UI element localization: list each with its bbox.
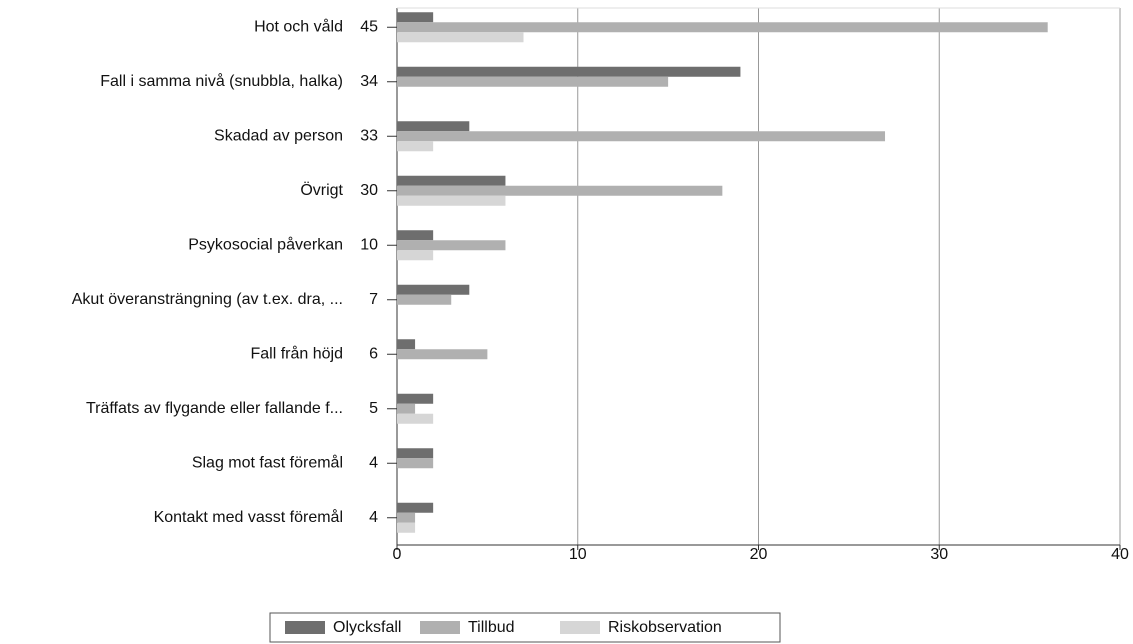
total-label: 7 [369, 291, 378, 308]
total-label: 30 [360, 182, 378, 199]
x-tick-label: 20 [750, 546, 768, 563]
legend-swatch [420, 621, 460, 634]
total-label: 45 [360, 18, 378, 35]
legend-label: Olycksfall [333, 619, 401, 636]
x-tick-label: 40 [1111, 546, 1129, 563]
bar [397, 512, 416, 523]
total-label: 4 [369, 509, 378, 526]
x-tick-label: 0 [393, 546, 402, 563]
x-tick-label: 10 [569, 546, 587, 563]
category-label: Kontakt med vasst föremål [154, 508, 343, 526]
total-label: 4 [369, 454, 378, 471]
legend-swatch [560, 621, 600, 634]
category-label: Träffats av flygande eller fallande f... [86, 400, 343, 417]
bar [397, 448, 434, 459]
legend-label: Riskobservation [608, 619, 722, 636]
legend-label: Tillbud [468, 619, 515, 636]
category-label: Övrigt [300, 181, 343, 199]
bar [397, 195, 506, 206]
bar [397, 413, 434, 424]
bar [397, 141, 434, 152]
bar [397, 403, 416, 414]
bar [397, 121, 470, 132]
bar [397, 76, 669, 87]
bar [397, 131, 886, 142]
total-label: 34 [360, 73, 378, 90]
bar [397, 522, 416, 533]
bar [397, 349, 488, 360]
bar [397, 230, 434, 241]
category-label: Slag mot fast föremål [192, 453, 343, 471]
bar [397, 22, 1048, 33]
category-label: Fall i samma nivå (snubbla, halka) [100, 72, 343, 90]
bar [397, 66, 741, 77]
bar [397, 12, 434, 23]
category-label: Skadad av person [214, 127, 343, 144]
category-label: Psykosocial påverkan [188, 235, 343, 253]
category-label: Fall från höjd [251, 344, 344, 362]
legend-box [269, 612, 781, 643]
bar [397, 185, 723, 196]
legend-swatch [285, 621, 325, 634]
bar [397, 284, 470, 295]
bar [397, 250, 434, 261]
total-label: 5 [369, 400, 378, 417]
category-label: Akut överansträngning (av t.ex. dra, ... [72, 291, 343, 308]
bar [397, 175, 506, 186]
bar [397, 393, 434, 404]
total-label: 33 [360, 127, 378, 144]
total-label: 6 [369, 345, 378, 362]
bar [397, 502, 434, 513]
bar [397, 294, 452, 305]
x-tick-label: 30 [930, 546, 948, 563]
total-label: 10 [360, 236, 378, 253]
bar [397, 339, 416, 350]
bar [397, 240, 506, 251]
bar [397, 32, 524, 43]
category-label: Hot och våld [254, 17, 343, 35]
bar [397, 458, 434, 469]
